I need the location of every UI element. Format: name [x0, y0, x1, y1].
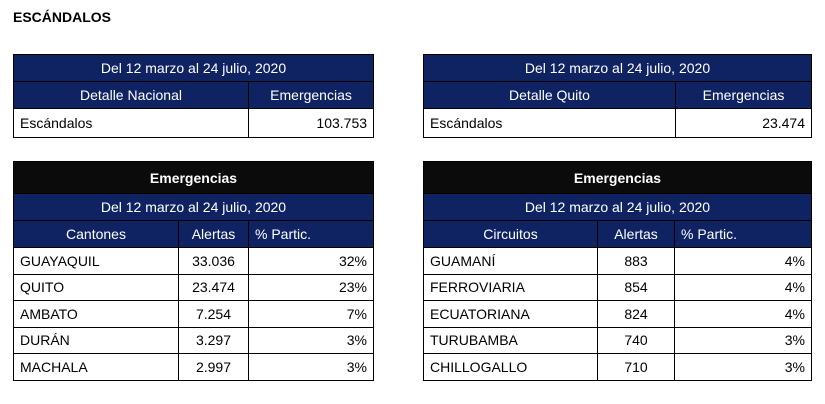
table-row: QUITO 23.474 23%	[13, 273, 374, 301]
table-title: Emergencias	[423, 161, 812, 194]
cantones-table: Emergencias Del 12 marzo al 24 julio, 20…	[13, 161, 374, 381]
period-header: Del 12 marzo al 24 julio, 2020	[12, 54, 375, 82]
name-cell: QUITO	[13, 273, 179, 301]
row-label: Escándalos	[423, 108, 676, 138]
column-header: Emergencias	[247, 81, 375, 109]
period-header: Del 12 marzo al 24 julio, 2020	[13, 193, 374, 221]
period-header: Del 12 marzo al 24 julio, 2020	[422, 54, 813, 82]
alertas-cell: 3.297	[178, 326, 249, 354]
percent-cell: 4%	[674, 273, 812, 301]
table-row: DURÁN 3.297 3%	[13, 326, 374, 354]
column-header: % Partic.	[674, 220, 812, 248]
column-header: Detalle Nacional	[13, 81, 249, 109]
alertas-cell: 824	[597, 300, 675, 328]
alertas-cell: 710	[597, 353, 675, 381]
percent-cell: 3%	[248, 353, 374, 381]
circuitos-table: Emergencias Del 12 marzo al 24 julio, 20…	[423, 161, 812, 381]
column-header: Cantones	[13, 220, 179, 248]
table-row: GUAYAQUIL 33.036 32%	[13, 247, 374, 275]
alertas-cell: 854	[597, 273, 675, 301]
national-table: Del 12 marzo al 24 julio, 2020 Detalle N…	[12, 54, 375, 138]
table-row: MACHALA 2.997 3%	[13, 353, 374, 381]
percent-cell: 3%	[674, 353, 812, 381]
table-row: CHILLOGALLO 710 3%	[423, 353, 812, 381]
name-cell: CHILLOGALLO	[423, 353, 598, 381]
row-value: 23.474	[674, 108, 813, 138]
percent-cell: 23%	[248, 273, 374, 301]
row-value: 103.753	[247, 108, 375, 138]
table-row: GUAMANÍ 883 4%	[423, 247, 812, 275]
table-row: FERROVIARIA 854 4%	[423, 273, 812, 301]
alertas-cell: 23.474	[178, 273, 249, 301]
name-cell: ECUATORIANA	[423, 300, 598, 328]
percent-cell: 4%	[674, 300, 812, 328]
table-row: AMBATO 7.254 7%	[13, 300, 374, 328]
name-cell: GUAYAQUIL	[13, 247, 179, 275]
column-header: Alertas	[178, 220, 249, 248]
name-cell: FERROVIARIA	[423, 273, 598, 301]
column-header: Detalle Quito	[423, 81, 676, 109]
alertas-cell: 7.254	[178, 300, 249, 328]
table-row: ECUATORIANA 824 4%	[423, 300, 812, 328]
column-header: % Partic.	[248, 220, 374, 248]
percent-cell: 4%	[674, 247, 812, 275]
row-label: Escándalos	[13, 108, 249, 138]
alertas-cell: 33.036	[178, 247, 249, 275]
period-header: Del 12 marzo al 24 julio, 2020	[423, 193, 812, 221]
name-cell: MACHALA	[13, 353, 179, 381]
name-cell: DURÁN	[13, 326, 179, 354]
alertas-cell: 883	[597, 247, 675, 275]
column-header: Alertas	[597, 220, 675, 248]
alertas-cell: 2.997	[178, 353, 249, 381]
name-cell: TURUBAMBA	[423, 326, 598, 354]
quito-table: Del 12 marzo al 24 julio, 2020 Detalle Q…	[422, 54, 813, 138]
table-row: TURUBAMBA 740 3%	[423, 326, 812, 354]
percent-cell: 3%	[674, 326, 812, 354]
name-cell: GUAMANÍ	[423, 247, 598, 275]
percent-cell: 3%	[248, 326, 374, 354]
table-title: Emergencias	[13, 161, 374, 194]
column-header: Emergencias	[674, 81, 813, 109]
name-cell: AMBATO	[13, 300, 179, 328]
column-header: Circuitos	[423, 220, 598, 248]
percent-cell: 32%	[248, 247, 374, 275]
page-title: ESCÁNDALOS	[13, 9, 112, 25]
alertas-cell: 740	[597, 326, 675, 354]
percent-cell: 7%	[248, 300, 374, 328]
